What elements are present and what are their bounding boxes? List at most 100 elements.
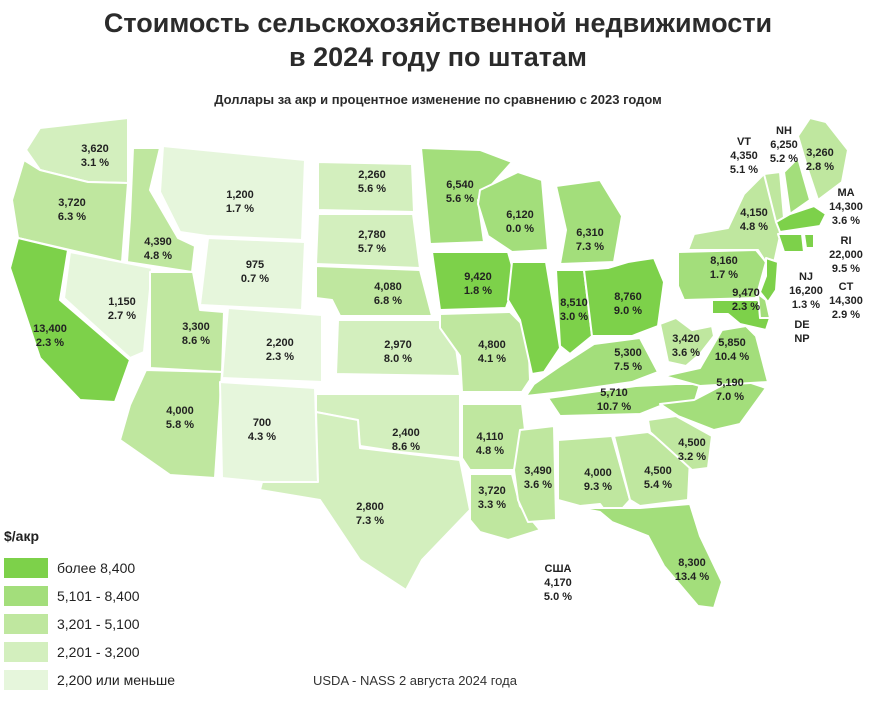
state-label-la: 3,720 <box>478 485 506 497</box>
state-label-nm: 4.3 % <box>248 431 276 443</box>
state-label-ct: 14,300 <box>829 295 863 307</box>
state-label-in: 3.0 % <box>560 311 588 323</box>
state-or <box>11 159 129 263</box>
state-label-nd: 2,260 <box>358 169 386 181</box>
state-label-oh: 9.0 % <box>614 305 642 317</box>
state-ks <box>335 319 461 377</box>
state-oh <box>583 257 665 337</box>
state-wy <box>199 237 306 311</box>
legend-item: 3,201 - 5,100 <box>4 614 264 636</box>
state-label-la: 3.3 % <box>478 499 506 511</box>
us-total-label: США <box>545 563 572 575</box>
state-label-ky: 5,300 <box>614 347 642 359</box>
legend-swatch <box>4 586 48 606</box>
state-label-mn: 6,540 <box>446 179 474 191</box>
legend-item: 5,101 - 8,400 <box>4 586 264 608</box>
state-label-id: 4,390 <box>144 236 172 248</box>
state-label-mi: 7.3 % <box>576 241 604 253</box>
state-label-ok: 8.6 % <box>392 441 420 453</box>
state-label-co: 2.3 % <box>266 351 294 363</box>
state-label-al: 9.3 % <box>584 481 612 493</box>
state-label-va: 5,850 <box>718 337 746 349</box>
state-nv <box>63 251 153 359</box>
state-label-de: NP <box>794 333 809 345</box>
state-label-nj: NJ <box>799 271 813 283</box>
state-label-wi: 0.0 % <box>506 223 534 235</box>
state-ma <box>775 205 827 233</box>
state-label-ne: 6.8 % <box>374 295 402 307</box>
state-mi <box>555 179 623 265</box>
state-me <box>797 117 849 201</box>
state-label-ar: 4,110 <box>477 431 504 443</box>
state-label-ks: 8.0 % <box>384 353 412 365</box>
source-note: USDA - NASS 2 августа 2024 года <box>313 673 517 688</box>
state-label-fl: 13.4 % <box>675 571 709 583</box>
state-tx <box>259 411 471 591</box>
state-label-ky: 7.5 % <box>614 361 642 373</box>
state-label-sd: 5.7 % <box>358 243 386 255</box>
legend-label: 2,200 или меньше <box>57 672 176 688</box>
state-label-oh: 8,760 <box>614 291 642 303</box>
state-label-ri: 9.5 % <box>832 263 860 275</box>
state-mt <box>159 145 306 241</box>
state-label-nh: 5.2 % <box>770 153 798 165</box>
state-label-or: 3,720 <box>58 197 86 209</box>
state-ne <box>315 265 433 317</box>
state-label-ms: 3.6 % <box>524 479 552 491</box>
state-label-tn: 10.7 % <box>597 401 631 413</box>
state-label-ms: 3,490 <box>524 465 552 477</box>
state-label-tn: 5,710 <box>600 387 628 399</box>
state-label-wv: 3.6 % <box>672 347 700 359</box>
state-label-me: 3,260 <box>806 147 834 159</box>
legend-swatch <box>4 642 48 662</box>
state-label-va: 10.4 % <box>715 351 749 363</box>
state-label-ne: 4,080 <box>374 281 402 293</box>
state-ca <box>9 237 131 403</box>
us-total-label: 4,170 <box>544 577 572 589</box>
legend-swatch <box>4 558 48 578</box>
state-label-wa: 3.1 % <box>81 157 109 169</box>
legend-label: 5,101 - 8,400 <box>57 588 140 604</box>
state-label-nj: 16,200 <box>789 285 823 297</box>
legend-label: более 8,400 <box>57 560 136 576</box>
state-label-ma: MA <box>837 187 854 199</box>
state-label-ri: 22,000 <box>829 249 863 261</box>
legend-item: 2,201 - 3,200 <box>4 642 264 664</box>
state-label-ks: 2,970 <box>384 339 412 351</box>
state-de <box>757 293 771 319</box>
state-ky <box>525 337 659 397</box>
state-label-mo: 4.1 % <box>478 353 506 365</box>
state-label-id: 4.8 % <box>144 250 172 262</box>
legend-item: 2,200 или меньше <box>4 670 264 692</box>
us-total-label: 5.0 % <box>544 591 572 603</box>
state-label-ct: 2.9 % <box>832 309 860 321</box>
state-label-in: 8,510 <box>560 297 588 309</box>
state-label-or: 6.3 % <box>58 211 86 223</box>
state-label-vt: 5.1 % <box>730 164 758 176</box>
state-label-wa: 3,620 <box>81 143 109 155</box>
legend-label: 3,201 - 5,100 <box>57 616 140 632</box>
legend-swatch <box>4 670 48 690</box>
state-label-nm: 700 <box>253 417 271 429</box>
state-ut <box>149 271 225 373</box>
state-co <box>221 307 323 383</box>
map-subtitle: Доллары за акр и процентное изменение по… <box>214 92 662 107</box>
state-label-sc: 4,500 <box>678 437 706 449</box>
map-title: Стоимость сельскохозяйственной недвижимо… <box>103 8 773 72</box>
state-label-ma: 3.6 % <box>832 215 860 227</box>
state-sd <box>315 213 421 269</box>
state-label-mi: 6,310 <box>576 227 604 239</box>
state-label-mn: 5.6 % <box>446 193 474 205</box>
state-id <box>126 147 196 273</box>
state-label-co: 2,200 <box>266 337 294 349</box>
state-label-al: 4,000 <box>584 467 612 479</box>
state-label-ca: 2.3 % <box>36 337 64 349</box>
state-label-nv: 1,150 <box>108 296 136 308</box>
state-wv <box>659 317 715 367</box>
state-ct <box>777 233 805 253</box>
state-label-fl: 8,300 <box>678 557 706 569</box>
state-label-ia: 9,420 <box>464 271 492 283</box>
state-label-az: 5.8 % <box>166 419 194 431</box>
state-label-me: 2.8 % <box>806 161 834 173</box>
legend-label: 2,201 - 3,200 <box>57 644 140 660</box>
